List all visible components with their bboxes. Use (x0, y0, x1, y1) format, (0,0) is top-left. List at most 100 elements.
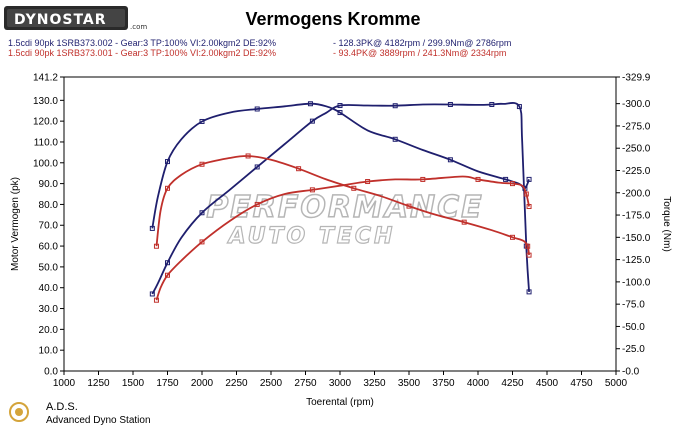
series-point (516, 104, 522, 110)
x-tick-label: 4500 (536, 378, 559, 389)
y2-tick-label: -25.0 (622, 344, 645, 355)
x-tick-label: 2250 (225, 378, 248, 389)
x-tick-label: 1250 (87, 378, 110, 389)
series-point (503, 176, 509, 182)
series-line-2-right (155, 155, 530, 256)
series-point (447, 101, 453, 107)
y2-tick-label: -0.0 (622, 367, 640, 378)
series-layer (149, 101, 532, 303)
series-point (153, 297, 159, 303)
y2-tick-label: -150.0 (622, 233, 651, 244)
x-tick-label: 3250 (363, 378, 386, 389)
series-line-2-left (155, 175, 530, 301)
series-point (510, 234, 515, 240)
x-tick-label: 3500 (398, 378, 421, 389)
watermark-line2: AUTO TECH (227, 224, 396, 249)
series-point (351, 185, 357, 191)
footer-subtitle: Advanced Dyno Station (46, 415, 151, 426)
y2-tick-label: -329.9 (622, 73, 651, 84)
series-point (199, 161, 205, 167)
y2-tick-label: -200.0 (622, 188, 651, 199)
series-point (254, 164, 260, 170)
logo-text: DYNOSTAR (14, 12, 107, 28)
series-point (392, 103, 398, 109)
x-tick-label: 3000 (329, 378, 352, 389)
series-point (149, 225, 155, 231)
x-tick-label: 1750 (156, 378, 179, 389)
watermark-line1: PERFORMANCE (206, 190, 483, 225)
series-point (199, 210, 205, 216)
series-point (153, 243, 159, 249)
x-tick-label: 5000 (605, 378, 628, 389)
y2-tick-label: -225.0 (622, 166, 651, 177)
chart-title: Vermogens Kromme (245, 9, 420, 29)
ads-footer: A.D.S. Advanced Dyno Station (9, 401, 151, 426)
y-tick-label: 90.0 (39, 179, 59, 190)
y-tick-label: 40.0 (39, 283, 59, 294)
y-tick-label: 120.0 (33, 117, 58, 128)
y2-tick-label: -300.0 (622, 99, 651, 110)
performance-autotech-watermark: PERFORMANCE AUTO TECH (206, 189, 483, 249)
y-tick-label: 80.0 (39, 200, 59, 211)
y2-tick-label: -125.0 (622, 255, 651, 266)
series-point (245, 153, 251, 159)
series-point (523, 191, 529, 197)
series-point (420, 176, 426, 182)
y-axis-left: 0.0 10.0 20.0 30.0 40.0 50.0 60.0 70.0 80.0 90.0 1… (33, 73, 64, 378)
run-2-summary: - 93.4PK@ 3889rpm / 241.3Nm@ 2334rpm (333, 48, 506, 58)
y-tick-label: 0.0 (44, 367, 58, 378)
y-tick-label: 110.0 (34, 137, 59, 148)
ads-logo-icon (9, 402, 29, 422)
y-tick-label: 70.0 (39, 221, 59, 232)
logo-suffix: .com (130, 23, 147, 31)
series-point (526, 252, 532, 258)
x-axis: 1000 1250 1500 1750 2000 2250 2500 2750 3000 3250… (53, 371, 628, 389)
x-tick-label: 2000 (191, 378, 214, 389)
series-point (165, 260, 170, 266)
run-2-label: 1.5cdi 90pk 1SRB373.001 - Gear:3 TP:100%… (8, 48, 276, 58)
run-1-label: 1.5cdi 90pk 1SRB373.002 - Gear:3 TP:100%… (8, 38, 276, 48)
series-point (447, 157, 453, 163)
y-tick-label: 141.2 (33, 73, 58, 84)
x-tick-label: 4750 (570, 378, 593, 389)
series-point (165, 185, 170, 191)
series-point (365, 179, 371, 185)
series-point (199, 118, 205, 124)
y2-tick-label: -50.0 (622, 322, 645, 333)
x-tick-label: 4250 (501, 378, 524, 389)
series-point (307, 101, 313, 107)
y2-tick-label: -275.0 (622, 121, 651, 132)
y2-tick-label: -175.0 (622, 211, 651, 222)
series-point (525, 243, 531, 249)
series-point (296, 166, 302, 172)
x-tick-label: 2750 (294, 378, 317, 389)
footer-brand: A.D.S. (46, 401, 78, 413)
y-tick-label: 20.0 (39, 325, 59, 336)
y2-tick-label: -100.0 (622, 277, 651, 288)
series-point (526, 204, 532, 210)
series-point (165, 159, 170, 165)
series-point (337, 110, 343, 116)
y2-tick-label: -75.0 (622, 300, 645, 311)
series-point (461, 219, 467, 225)
y-tick-label: 60.0 (39, 242, 59, 253)
series-point (510, 181, 515, 187)
x-tick-label: 2500 (260, 378, 283, 389)
y2-axis-label: Torque (Nm) (661, 196, 672, 252)
y-tick-label: 50.0 (39, 262, 59, 273)
y-tick-label: 100.0 (33, 158, 58, 169)
x-tick-label: 1500 (122, 378, 145, 389)
series-point (392, 136, 398, 142)
y-axis-label: Motor Vermogen (pk) (10, 177, 21, 271)
series-point (254, 106, 260, 112)
x-tick-label: 3750 (432, 378, 455, 389)
y-tick-label: 30.0 (39, 304, 59, 315)
y2-tick-label: -250.0 (622, 144, 651, 155)
y-tick-label: 130.0 (33, 96, 58, 107)
x-tick-label: 1000 (53, 378, 76, 389)
series-point (149, 291, 155, 297)
y-tick-label: 10.0 (39, 346, 59, 357)
x-tick-label: 4000 (467, 378, 490, 389)
series-point (309, 118, 315, 124)
